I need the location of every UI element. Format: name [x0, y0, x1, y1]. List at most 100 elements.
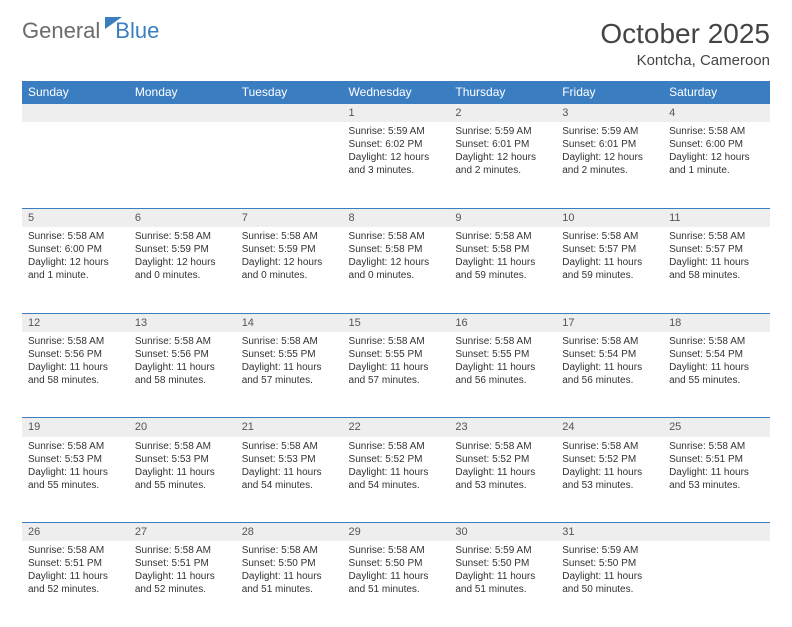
daylight-line: Daylight: 11 hours and 59 minutes.: [562, 256, 657, 282]
sunrise-line: Sunrise: 5:58 AM: [562, 440, 657, 453]
day-details-cell: Sunrise: 5:58 AMSunset: 5:57 PMDaylight:…: [556, 227, 663, 313]
daylight-line: Daylight: 12 hours and 0 minutes.: [135, 256, 230, 282]
sunset-line: Sunset: 5:56 PM: [28, 348, 123, 361]
sunrise-line: Sunrise: 5:58 AM: [562, 335, 657, 348]
day-number-cell: 30: [449, 523, 556, 542]
day-number-cell: 28: [236, 523, 343, 542]
sunset-line: Sunset: 5:55 PM: [455, 348, 550, 361]
day-details-cell: Sunrise: 5:58 AMSunset: 5:51 PMDaylight:…: [22, 541, 129, 627]
day-details-cell: Sunrise: 5:58 AMSunset: 5:52 PMDaylight:…: [556, 437, 663, 523]
logo-word-general: General: [22, 18, 100, 44]
daynum-row: 19202122232425: [22, 418, 770, 437]
day-details-cell: Sunrise: 5:58 AMSunset: 5:53 PMDaylight:…: [22, 437, 129, 523]
day-details-cell: Sunrise: 5:58 AMSunset: 5:59 PMDaylight:…: [129, 227, 236, 313]
day-number-cell: [236, 104, 343, 123]
day-details-cell: Sunrise: 5:58 AMSunset: 5:54 PMDaylight:…: [556, 332, 663, 418]
daynum-row: 567891011: [22, 208, 770, 227]
details-row: Sunrise: 5:59 AMSunset: 6:02 PMDaylight:…: [22, 122, 770, 208]
day-number-cell: 3: [556, 104, 663, 123]
sunrise-line: Sunrise: 5:59 AM: [349, 125, 444, 138]
sunrise-line: Sunrise: 5:58 AM: [669, 125, 764, 138]
header: General Blue October 2025 Kontcha, Camer…: [22, 18, 770, 69]
sunrise-line: Sunrise: 5:59 AM: [562, 544, 657, 557]
daylight-line: Daylight: 11 hours and 58 minutes.: [28, 361, 123, 387]
daylight-line: Daylight: 11 hours and 57 minutes.: [242, 361, 337, 387]
sunrise-line: Sunrise: 5:58 AM: [135, 230, 230, 243]
details-row: Sunrise: 5:58 AMSunset: 5:56 PMDaylight:…: [22, 332, 770, 418]
day-details-cell: Sunrise: 5:58 AMSunset: 5:52 PMDaylight:…: [343, 437, 450, 523]
day-details-cell: Sunrise: 5:58 AMSunset: 5:57 PMDaylight:…: [663, 227, 770, 313]
sunrise-line: Sunrise: 5:59 AM: [455, 125, 550, 138]
day-number-cell: 6: [129, 208, 236, 227]
day-number-cell: 22: [343, 418, 450, 437]
daylight-line: Daylight: 11 hours and 59 minutes.: [455, 256, 550, 282]
sunrise-line: Sunrise: 5:58 AM: [242, 335, 337, 348]
sunrise-line: Sunrise: 5:58 AM: [349, 440, 444, 453]
day-details-cell: Sunrise: 5:59 AMSunset: 6:02 PMDaylight:…: [343, 122, 450, 208]
day-details-cell: Sunrise: 5:59 AMSunset: 5:50 PMDaylight:…: [556, 541, 663, 627]
sunrise-line: Sunrise: 5:58 AM: [242, 440, 337, 453]
sunset-line: Sunset: 5:56 PM: [135, 348, 230, 361]
weekday-header: Friday: [556, 81, 663, 104]
day-details-cell: [22, 122, 129, 208]
details-row: Sunrise: 5:58 AM Sunset: 5:51 PM Daylight:…: [22, 541, 770, 627]
sunrise-line: Sunrise: 5:59 AM: [455, 544, 550, 557]
day-number-cell: 15: [343, 313, 450, 332]
day-number-cell: 16: [449, 313, 556, 332]
details-row: Sunrise: 5:58 AMSunset: 5:53 PMDaylight:…: [22, 437, 770, 523]
sunset-line: Sunset: 5:52 PM: [455, 453, 550, 466]
daylight-line: Daylight: 11 hours and 53 minutes.: [562, 466, 657, 492]
day-number-cell: 21: [236, 418, 343, 437]
logo: General Blue: [22, 18, 159, 44]
sunset-line: Sunset: 5:50 PM: [562, 557, 657, 570]
details-row: Sunrise: 5:58 AMSunset: 6:00 PMDaylight:…: [22, 227, 770, 313]
month-title: October 2025: [600, 18, 770, 50]
day-details-cell: Sunrise: 5:58 AMSunset: 5:53 PMDaylight:…: [129, 437, 236, 523]
sunset-line: Sunset: 5:53 PM: [242, 453, 337, 466]
day-details-cell: Sunrise: 5:59 AMSunset: 5:50 PMDaylight:…: [449, 541, 556, 627]
sunset-line: Sunset: 5:51 PM: [28, 557, 123, 570]
daylight-line: Daylight: 12 hours and 2 minutes.: [562, 151, 657, 177]
day-details-cell: Sunrise: 5:58 AMSunset: 5:55 PMDaylight:…: [449, 332, 556, 418]
daylight-line: Daylight: 11 hours and 54 minutes.: [242, 466, 337, 492]
sunrise-line: Sunrise: 5:58 AM: [669, 440, 764, 453]
daylight-line: Daylight: 11 hours and 52 minutes.: [135, 570, 230, 596]
day-number-cell: 20: [129, 418, 236, 437]
calendar-page: General Blue October 2025 Kontcha, Camer…: [0, 0, 792, 612]
weekday-header: Saturday: [663, 81, 770, 104]
sunset-line: Sunset: 5:50 PM: [242, 557, 337, 570]
weekday-header: Thursday: [449, 81, 556, 104]
daynum-row: 262728293031: [22, 523, 770, 542]
sunset-line: Sunset: 5:59 PM: [135, 243, 230, 256]
sunset-line: Sunset: 5:53 PM: [135, 453, 230, 466]
daylight-line: Daylight: 11 hours and 55 minutes.: [28, 466, 123, 492]
day-number-cell: 24: [556, 418, 663, 437]
title-block: October 2025 Kontcha, Cameroon: [600, 18, 770, 69]
daylight-line: Daylight: 11 hours and 50 minutes.: [562, 570, 657, 596]
daylight-line: Daylight: 12 hours and 1 minute.: [28, 256, 123, 282]
day-number-cell: 12: [22, 313, 129, 332]
day-number-cell: [22, 104, 129, 123]
sunset-line: Sunset: 5:57 PM: [669, 243, 764, 256]
sunset-line: Sunset: 6:00 PM: [28, 243, 123, 256]
day-details-cell: Sunrise: 5:58 AMSunset: 5:50 PMDaylight:…: [236, 541, 343, 627]
day-details-cell: Sunrise: 5:58 AMSunset: 5:51 PMDaylight:…: [663, 437, 770, 523]
sunset-line: Sunset: 6:01 PM: [562, 138, 657, 151]
day-details-cell: Sunrise: 5:58 AMSunset: 5:56 PMDaylight:…: [22, 332, 129, 418]
day-number-cell: 19: [22, 418, 129, 437]
daylight-line: Daylight: 11 hours and 51 minutes.: [242, 570, 337, 596]
day-number-cell: 9: [449, 208, 556, 227]
sunrise-line: Sunrise: 5:58 AM: [28, 335, 123, 348]
day-details-cell: Sunrise: 5:58 AMSunset: 6:00 PMDaylight:…: [22, 227, 129, 313]
sunset-line: Sunset: 6:01 PM: [455, 138, 550, 151]
day-number-cell: 26: [22, 523, 129, 542]
daylight-line: Daylight: 12 hours and 0 minutes.: [349, 256, 444, 282]
daylight-line: Daylight: 11 hours and 56 minutes.: [455, 361, 550, 387]
day-details-cell: Sunrise: 5:58 AMSunset: 5:51 PMDaylight:…: [129, 541, 236, 627]
sunrise-line: Sunrise: 5:58 AM: [455, 440, 550, 453]
sunrise-line: Sunrise: 5:59 AM: [562, 125, 657, 138]
daylight-line: Daylight: 12 hours and 1 minute.: [669, 151, 764, 177]
daylight-line: Daylight: 11 hours and 58 minutes.: [135, 361, 230, 387]
sunrise-line: Sunrise: 5:58 AM: [135, 544, 230, 557]
day-details-cell: Sunrise: 5:58 AMSunset: 5:53 PMDaylight:…: [236, 437, 343, 523]
